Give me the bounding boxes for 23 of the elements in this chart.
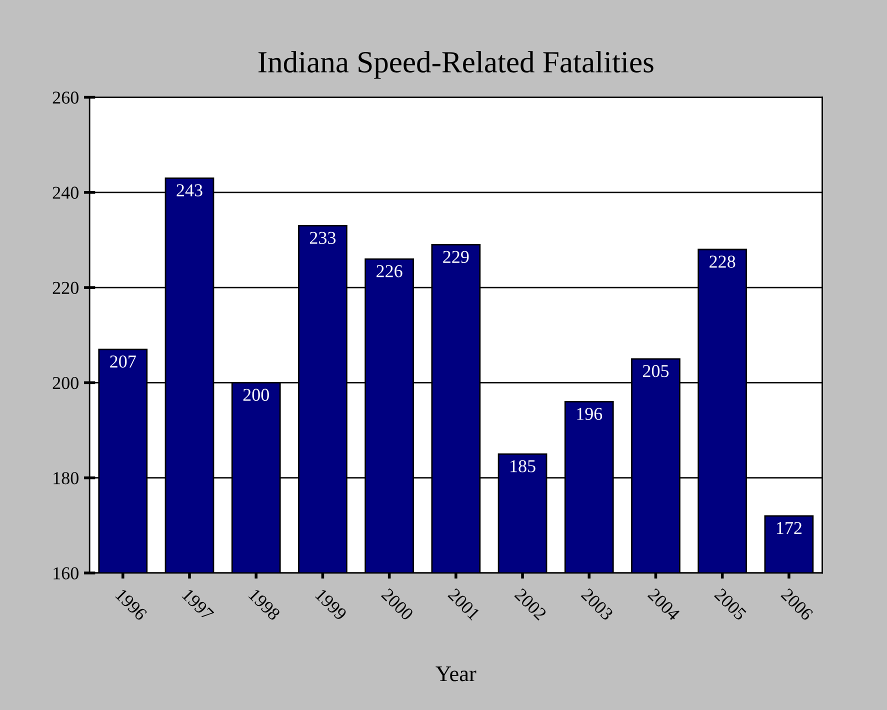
data-label: 226: [376, 265, 402, 278]
y-tick-label: 160: [54, 567, 78, 580]
data-label: 207: [110, 355, 136, 368]
data-label: 200: [243, 388, 269, 401]
x-tick-label: 1996: [115, 588, 148, 621]
data-label: 229: [443, 250, 469, 263]
y-tick-label: 260: [52, 92, 78, 104]
y-tick-label: 220: [52, 282, 78, 294]
x-tick-label: 1998: [248, 588, 281, 621]
data-label: 233: [310, 232, 336, 244]
data-label: 205: [642, 364, 669, 378]
data-label: 196: [577, 408, 602, 420]
y-tick-label: 180: [54, 472, 78, 484]
chart-title: Indiana Speed-Related Fatalities: [258, 51, 654, 79]
x-tick-label: 1997: [182, 588, 214, 622]
data-label: 228: [710, 256, 736, 268]
data-label: 172: [776, 522, 802, 534]
y-tick-label: 240: [52, 186, 78, 199]
y-tick-label: 200: [52, 376, 78, 390]
data-label: 185: [510, 460, 536, 472]
x-axis-title: Year: [436, 666, 476, 682]
data-label: 243: [176, 184, 202, 196]
x-tick-label: 1999: [314, 588, 348, 621]
